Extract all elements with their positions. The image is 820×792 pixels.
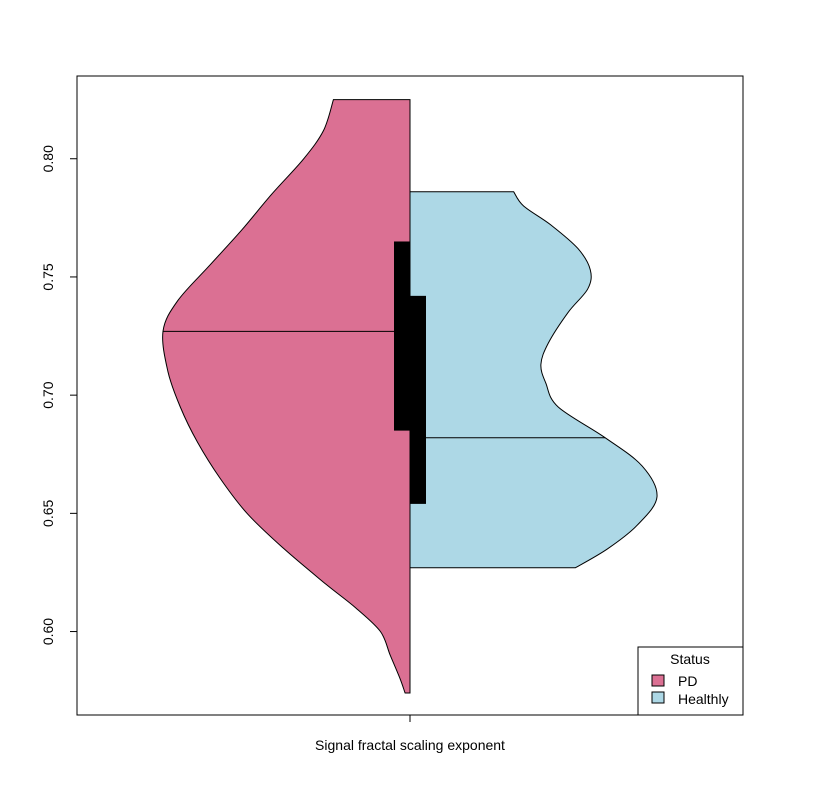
x-axis: Signal fractal scaling exponent — [315, 715, 505, 753]
iqr-box-pd — [394, 241, 410, 431]
legend-label-pd: PD — [678, 673, 697, 689]
y-tick-label: 0.65 — [40, 500, 56, 527]
x-axis-label: Signal fractal scaling exponent — [315, 737, 505, 753]
iqr-box-healthly — [410, 295, 426, 504]
y-tick-label: 0.70 — [40, 381, 56, 408]
y-tick-label: 0.60 — [40, 618, 56, 645]
legend-title: Status — [670, 651, 710, 667]
y-tick-label: 0.80 — [40, 145, 56, 172]
y-tick-label: 0.75 — [40, 263, 56, 290]
legend-swatch-healthly — [651, 691, 665, 704]
iqr-boxes — [394, 241, 426, 504]
violins — [162, 99, 658, 694]
violin-healthly — [409, 191, 658, 569]
violin-pd — [162, 99, 411, 694]
legend: Status PD Healthly — [637, 646, 744, 716]
y-axis: 0.60 0.65 0.70 0.75 0.80 — [40, 145, 78, 645]
legend-box — [637, 646, 744, 716]
legend-swatch-pd — [651, 674, 665, 687]
legend-label-healthly: Healthly — [678, 691, 729, 707]
